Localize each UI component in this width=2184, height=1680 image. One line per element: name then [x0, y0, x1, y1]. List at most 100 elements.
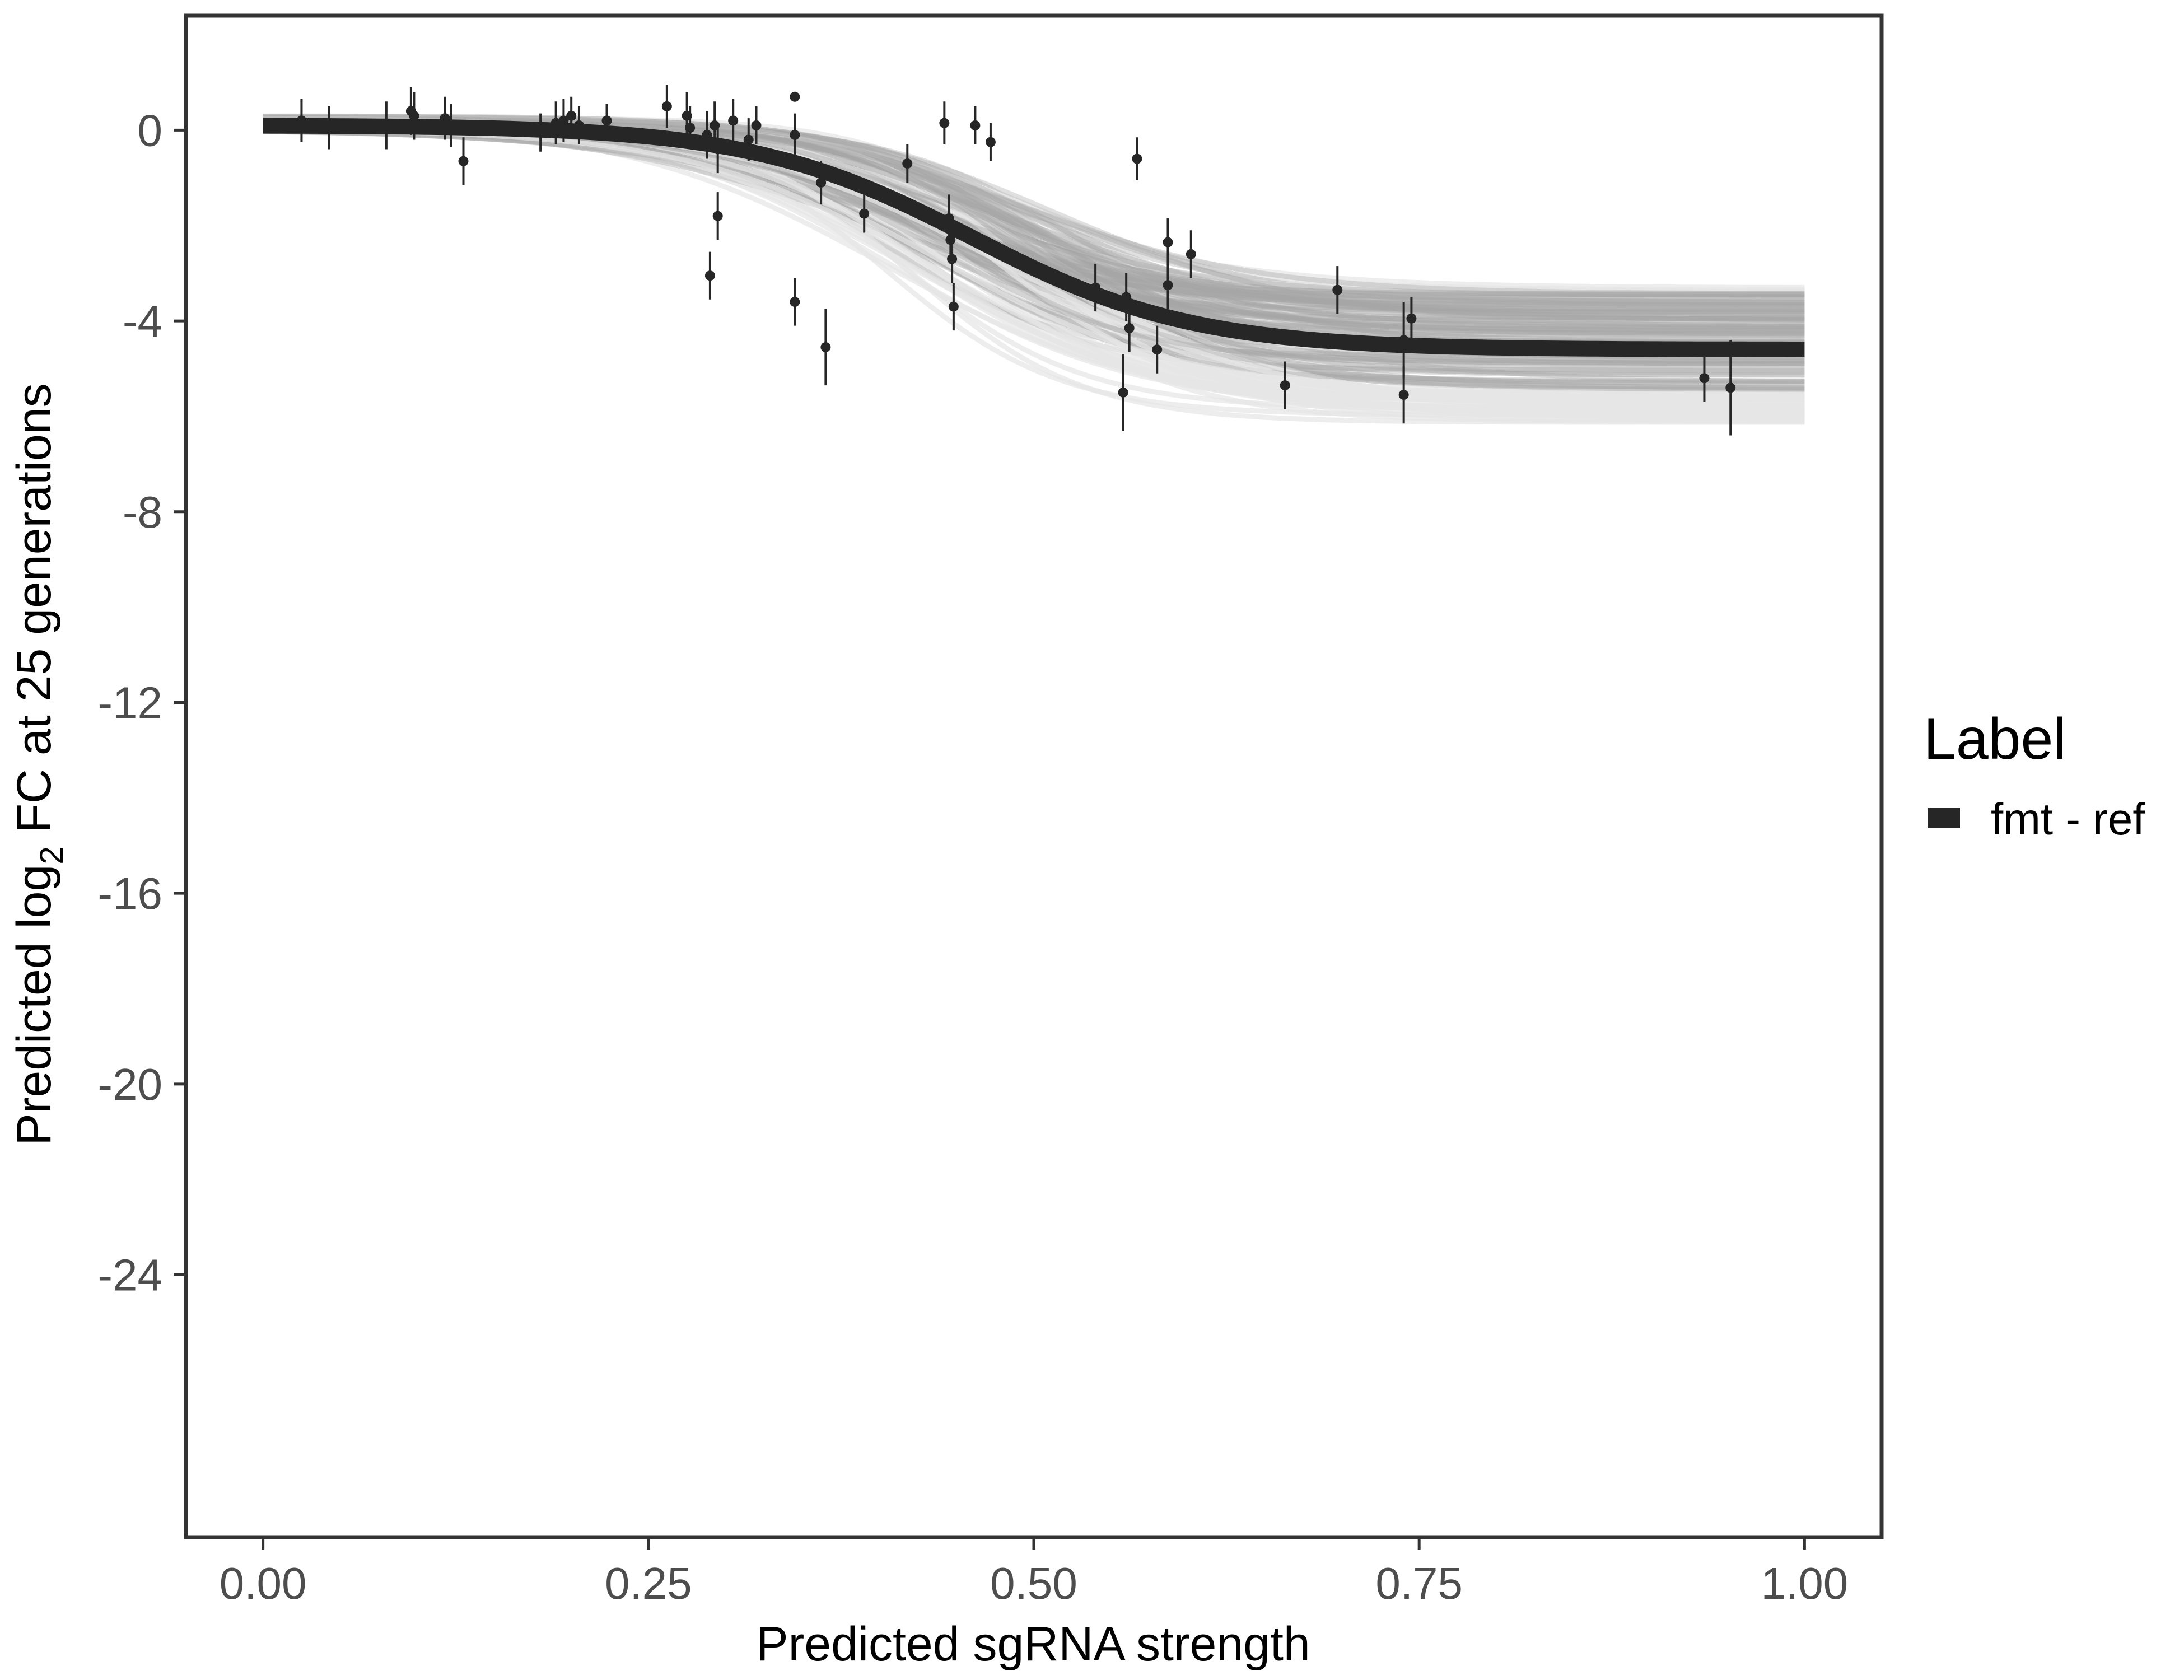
- point-marker: [944, 213, 954, 223]
- point-marker: [1398, 390, 1409, 400]
- point-marker: [661, 101, 672, 111]
- y-tick-label: -16: [97, 869, 162, 918]
- point-marker: [1725, 382, 1736, 393]
- point-marker: [902, 158, 913, 169]
- x-axis-title: Predicted sgRNA strength: [756, 1617, 1310, 1671]
- data-point: [704, 251, 715, 300]
- point-marker: [1406, 313, 1417, 324]
- data-point: [712, 125, 723, 174]
- point-marker: [446, 120, 456, 130]
- point-marker: [1124, 323, 1135, 333]
- y-tick-label: -20: [97, 1060, 162, 1109]
- x-axis: 0.00 0.25 0.50 0.75 1.00: [220, 1537, 1848, 1608]
- point-marker: [381, 120, 391, 130]
- data-point: [1118, 354, 1128, 431]
- point-marker: [566, 110, 577, 121]
- data-point: [1725, 340, 1736, 436]
- point-marker: [1121, 292, 1132, 302]
- point-marker: [1090, 282, 1101, 293]
- point-marker: [820, 342, 831, 352]
- point-marker: [296, 115, 307, 126]
- point-marker: [704, 270, 715, 281]
- point-marker: [816, 178, 827, 188]
- legend: Label fmt - ref: [1924, 707, 2145, 844]
- point-marker: [1332, 284, 1343, 295]
- point-marker: [601, 115, 612, 126]
- data-point: [1406, 297, 1417, 340]
- data-point: [446, 104, 456, 147]
- y-axis-title: Predicted log2 FC at 25 generations: [7, 383, 70, 1145]
- legend-key-fmt-ref: [1928, 808, 1960, 828]
- data-point: [970, 106, 981, 144]
- y-axis: 0 -4 -8 -12 -16 -20 -24: [97, 105, 186, 1300]
- point-marker: [1280, 380, 1290, 391]
- data-point: [381, 101, 391, 150]
- data-point: [790, 113, 800, 157]
- data-point: [1398, 302, 1409, 379]
- y-tick-label: -12: [97, 678, 162, 727]
- data-point: [743, 118, 754, 161]
- x-tick-label: 1.00: [1761, 1558, 1849, 1608]
- point-marker: [743, 134, 754, 145]
- point-marker: [1132, 153, 1142, 164]
- point-marker: [1699, 373, 1710, 384]
- data-point: [1121, 273, 1132, 321]
- data-point: [566, 96, 577, 135]
- point-marker: [1163, 237, 1173, 248]
- data-point: [751, 106, 762, 144]
- legend-label-fmt-ref: fmt - ref: [1991, 794, 2145, 844]
- point-marker: [558, 115, 569, 126]
- data-point: [948, 282, 959, 331]
- point-marker: [790, 129, 800, 140]
- data-point: [324, 106, 335, 150]
- data-point: [535, 113, 546, 152]
- posterior-draw-line: [263, 114, 1805, 329]
- data-point: [296, 99, 307, 142]
- data-point: [1163, 261, 1173, 309]
- point-marker: [458, 156, 469, 166]
- data-point: [728, 99, 739, 142]
- data-point: [550, 101, 561, 144]
- point-marker: [712, 144, 723, 155]
- data-point: [558, 99, 569, 142]
- y-axis-title-suffix: FC at 25 generations: [7, 383, 61, 846]
- data-point: [1124, 304, 1135, 352]
- data-point: [1699, 354, 1710, 402]
- data-point: [1280, 361, 1290, 409]
- x-tick-label: 0.25: [605, 1558, 692, 1608]
- data-point: [947, 235, 958, 283]
- point-marker: [939, 118, 950, 128]
- fit-curve-fmt-ref: [263, 118, 1805, 357]
- posterior-draw-line: [263, 128, 1805, 305]
- point-marker: [790, 91, 800, 102]
- posterior-draw-line: [263, 115, 1805, 313]
- data-point: [1186, 230, 1196, 278]
- data-point: [1398, 366, 1409, 424]
- data-point: [816, 161, 827, 204]
- data-point: [440, 96, 450, 140]
- data-point: [685, 106, 696, 150]
- data-point: [1090, 263, 1101, 312]
- point-marker: [859, 208, 870, 219]
- y-tick-label: -24: [97, 1250, 162, 1300]
- data-point: [859, 194, 870, 233]
- data-point: [458, 137, 469, 185]
- posterior-draw-line: [263, 116, 1805, 316]
- data-point: [601, 104, 612, 138]
- data-point: [1152, 325, 1163, 374]
- data-point: [939, 101, 950, 144]
- data-point: [1132, 137, 1142, 180]
- x-tick-label: 0.50: [990, 1558, 1077, 1608]
- point-marker: [728, 115, 739, 126]
- y-tick-label: -4: [123, 296, 162, 346]
- data-point: [712, 192, 723, 240]
- point-marker: [409, 110, 419, 121]
- point-marker: [712, 211, 723, 221]
- data-point: [661, 85, 672, 128]
- fit-curve-group: [263, 118, 1805, 357]
- data-point: [573, 106, 584, 144]
- data-point: [902, 144, 913, 183]
- point-marker: [947, 254, 958, 264]
